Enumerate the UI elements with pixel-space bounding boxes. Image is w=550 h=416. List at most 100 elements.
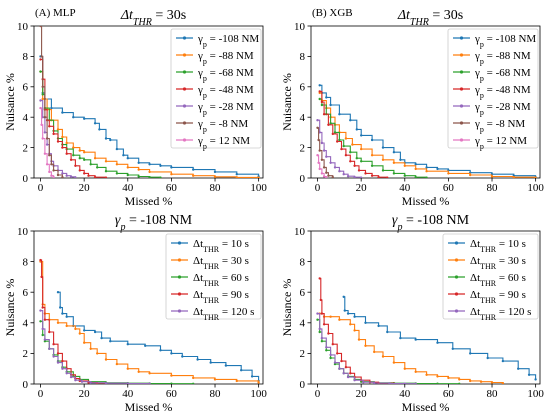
data-point — [170, 352, 173, 355]
data-point — [235, 173, 238, 176]
data-point — [170, 166, 173, 169]
data-point — [344, 366, 348, 369]
data-point — [69, 175, 73, 178]
legend-box — [170, 28, 262, 149]
data-point — [56, 352, 60, 355]
data-point — [340, 359, 343, 363]
x-tick-label: 20 — [79, 182, 91, 194]
legend-marker — [454, 309, 459, 313]
legend-marker — [177, 309, 182, 313]
data-point — [343, 309, 346, 312]
data-point — [137, 168, 140, 171]
data-point — [329, 122, 332, 125]
x-tick-label: 40 — [122, 388, 134, 400]
data-point — [377, 324, 380, 328]
series-line-5 — [317, 313, 417, 384]
legend-label: γp = 12 NM — [197, 135, 250, 151]
legend-marker — [177, 258, 182, 262]
data-point — [349, 372, 352, 375]
x-axis-label: Missed % — [402, 400, 450, 414]
data-point — [104, 358, 108, 361]
legend-marker — [459, 53, 464, 57]
data-point — [486, 356, 489, 360]
data-point — [344, 137, 348, 140]
x-tick-label: 20 — [79, 388, 91, 400]
chart-title: γp = -108 NM — [392, 213, 470, 233]
data-point — [59, 306, 62, 309]
data-point — [370, 164, 374, 167]
data-point — [351, 143, 354, 146]
y-tick-label: 2 — [23, 142, 29, 154]
x-tick-label: 0 — [38, 182, 44, 194]
legend-label: ΔtTHR = 120 s — [470, 306, 531, 322]
data-point — [50, 163, 53, 166]
data-point — [74, 164, 77, 167]
data-point — [56, 361, 60, 364]
data-point — [69, 158, 73, 161]
data-point — [43, 338, 47, 341]
data-point — [96, 166, 99, 169]
data-point — [425, 373, 428, 376]
data-point — [327, 174, 330, 177]
y-tick-label: 10 — [17, 21, 29, 33]
data-point — [403, 164, 406, 167]
x-tick-label: 100 — [527, 388, 544, 400]
data-point — [317, 161, 320, 164]
data-point — [425, 166, 428, 169]
data-point — [61, 111, 64, 114]
data-point — [325, 155, 328, 158]
data-point — [52, 343, 55, 346]
legend-marker — [182, 36, 187, 40]
data-point — [104, 176, 108, 178]
data-point — [213, 175, 217, 178]
data-point — [322, 149, 326, 152]
legend-marker — [459, 70, 464, 74]
data-point — [126, 343, 129, 346]
data-point — [333, 131, 337, 134]
data-point — [392, 172, 396, 175]
legend-marker — [459, 87, 464, 91]
legend-label: γp = -8 NM — [197, 118, 248, 134]
series-group — [39, 26, 260, 178]
data-point — [322, 166, 326, 169]
data-point — [61, 146, 64, 149]
data-point — [346, 312, 350, 315]
y-tick-label: 2 — [300, 348, 306, 360]
y-tick-label: 6 — [300, 287, 306, 299]
data-point — [320, 141, 324, 145]
x-tick-label: 0 — [38, 388, 44, 400]
legend-label: γp = -28 NM — [474, 101, 531, 117]
data-point — [65, 372, 68, 375]
data-point — [355, 157, 358, 160]
data-point — [78, 332, 82, 335]
data-point — [331, 132, 334, 136]
data-point — [126, 166, 129, 169]
data-point — [235, 176, 238, 178]
data-point — [318, 327, 321, 331]
series-line-3 — [40, 320, 194, 384]
y-tick-label: 6 — [23, 287, 29, 299]
data-point — [192, 168, 195, 171]
data-point — [325, 171, 328, 174]
data-point — [43, 116, 47, 119]
data-point — [479, 380, 483, 383]
data-point — [61, 176, 64, 178]
legend-marker — [459, 104, 464, 108]
data-point — [56, 321, 60, 324]
y-tick-label: 6 — [300, 82, 306, 94]
y-tick-label: 8 — [23, 256, 29, 268]
data-point — [425, 170, 428, 173]
data-point — [96, 352, 99, 355]
data-point — [320, 172, 324, 175]
data-point — [360, 160, 363, 163]
data-point — [213, 170, 217, 174]
data-point — [65, 174, 68, 177]
data-point — [353, 315, 356, 318]
x-tick-label: 40 — [122, 182, 134, 194]
data-point — [137, 175, 140, 178]
data-point — [333, 361, 337, 364]
chart-panel-1: 0 20 40 60 80 100 0 2 4 6 8 10 Missed % Nuisance % ΔtT… — [3, 7, 267, 208]
x-tick-label: 60 — [166, 388, 178, 400]
data-point — [512, 176, 515, 178]
legend-label: γp = -8 NM — [474, 118, 525, 134]
